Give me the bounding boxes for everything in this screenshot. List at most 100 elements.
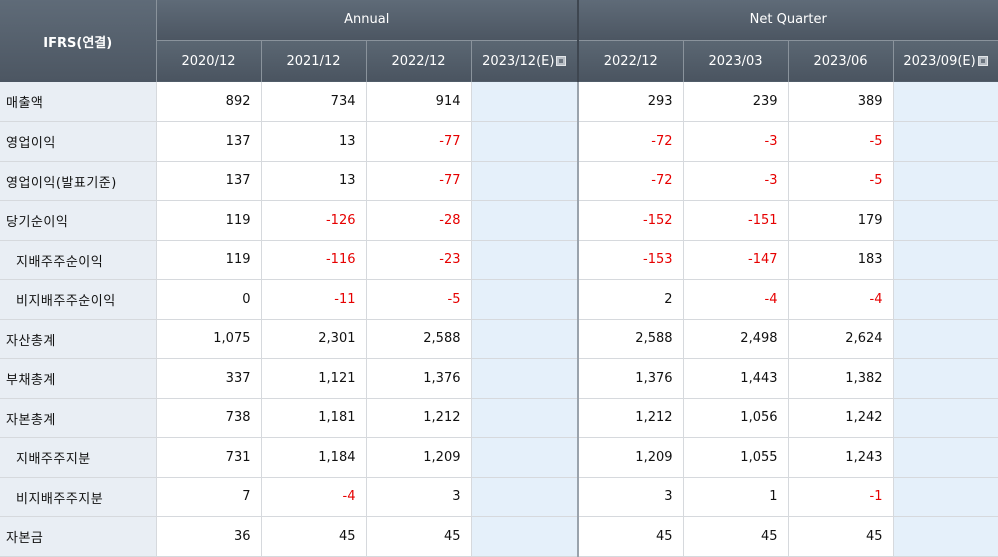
quarter-value-cell: [893, 200, 998, 241]
quarter-value-cell: 45: [578, 516, 684, 557]
quarter-value-cell: -4: [788, 279, 894, 320]
quarter-value-cell: [893, 477, 998, 517]
annual-value-cell: [471, 319, 580, 359]
quarter-value-cell: -5: [788, 121, 894, 162]
annual-value-cell: [471, 279, 580, 320]
quarter-value-cell: 1,443: [683, 358, 789, 399]
annual-value-cell: 45: [366, 516, 472, 557]
row-label: 자본총계: [0, 398, 157, 438]
table-row: 비지배주주순이익 0 -11 -5 2 -4 -4: [0, 279, 998, 320]
quarter-value-cell: 3: [578, 477, 684, 517]
annual-value-cell: [471, 516, 580, 557]
table-row: 부채총계 337 1,121 1,376 1,376 1,443 1,382: [0, 358, 998, 399]
annual-value-cell: 36: [156, 516, 262, 557]
quarter-value-cell: [893, 437, 998, 478]
row-label: 비지배주주순이익: [0, 279, 157, 320]
quarter-value-cell: [893, 319, 998, 359]
annual-estimate-header: 2023/12(E): [471, 40, 580, 82]
annual-value-cell: [471, 240, 580, 280]
annual-value-cell: 2,301: [261, 319, 367, 359]
quarter-value-cell: 239: [683, 82, 789, 122]
quarter-value-cell: 1: [683, 477, 789, 517]
quarter-value-cell: [893, 516, 998, 557]
quarter-value-cell: 1,242: [788, 398, 894, 438]
annual-value-cell: 1,212: [366, 398, 472, 438]
quarter-value-cell: 1,209: [578, 437, 684, 478]
quarter-value-cell: [893, 279, 998, 320]
row-label: 매출액: [0, 82, 157, 122]
quarter-value-cell: -72: [578, 161, 684, 201]
row-label: 영업이익: [0, 121, 157, 162]
annual-value-cell: 337: [156, 358, 262, 399]
quarter-value-cell: 2,498: [683, 319, 789, 359]
annual-value-cell: 119: [156, 240, 262, 280]
row-label: 부채총계: [0, 358, 157, 399]
row-label: 지배주주순이익: [0, 240, 157, 280]
table-row: 자본금 36 45 45 45 45 45: [0, 516, 998, 557]
quarter-group-header: Net Quarter: [578, 0, 998, 41]
annual-value-cell: 13: [261, 161, 367, 201]
annual-value-cell: 45: [261, 516, 367, 557]
quarter-value-cell: 293: [578, 82, 684, 122]
quarter-period-header: 2022/12: [578, 40, 684, 82]
quarter-value-cell: 45: [788, 516, 894, 557]
annual-value-cell: -116: [261, 240, 367, 280]
annual-value-cell: 1,376: [366, 358, 472, 399]
quarter-period-header: 2023/03: [683, 40, 789, 82]
quarter-value-cell: 1,055: [683, 437, 789, 478]
quarter-value-cell: [893, 82, 998, 122]
quarter-value-cell: 2,588: [578, 319, 684, 359]
quarter-value-cell: 1,243: [788, 437, 894, 478]
quarter-value-cell: 1,382: [788, 358, 894, 399]
quarter-value-cell: -3: [683, 121, 789, 162]
annual-value-cell: [471, 82, 580, 122]
annual-value-cell: -28: [366, 200, 472, 241]
estimate-info-icon[interactable]: [556, 55, 567, 66]
table-row: 지배주주지분 731 1,184 1,209 1,209 1,055 1,243: [0, 437, 998, 478]
annual-value-cell: 734: [261, 82, 367, 122]
annual-value-cell: [471, 200, 580, 241]
row-label: 자산총계: [0, 319, 157, 359]
quarter-value-cell: -72: [578, 121, 684, 162]
row-label: 자본금: [0, 516, 157, 557]
quarter-value-cell: -152: [578, 200, 684, 241]
quarter-value-cell: [893, 161, 998, 201]
estimate-info-icon[interactable]: [977, 55, 988, 66]
annual-period-header: 2022/12: [366, 40, 472, 82]
annual-value-cell: 1,184: [261, 437, 367, 478]
table-row: 당기순이익 119 -126 -28 -152 -151 179: [0, 200, 998, 241]
annual-value-cell: [471, 161, 580, 201]
annual-value-cell: 137: [156, 121, 262, 162]
annual-value-cell: -77: [366, 161, 472, 201]
annual-value-cell: [471, 437, 580, 478]
row-label: 비지배주주지분: [0, 477, 157, 517]
annual-value-cell: -23: [366, 240, 472, 280]
quarter-value-cell: 1,056: [683, 398, 789, 438]
annual-value-cell: 1,181: [261, 398, 367, 438]
annual-value-cell: 892: [156, 82, 262, 122]
annual-value-cell: -126: [261, 200, 367, 241]
quarter-value-cell: -3: [683, 161, 789, 201]
annual-value-cell: 1,121: [261, 358, 367, 399]
quarter-value-cell: 183: [788, 240, 894, 280]
table-row: 매출액 892 734 914 293 239 389: [0, 82, 998, 122]
annual-period-header: 2020/12: [156, 40, 262, 82]
quarter-estimate-header: 2023/09(E): [893, 40, 998, 82]
annual-value-cell: 738: [156, 398, 262, 438]
annual-value-cell: [471, 477, 580, 517]
row-label: 영업이익(발표기준): [0, 161, 157, 201]
table-row: 자산총계 1,075 2,301 2,588 2,588 2,498 2,624: [0, 319, 998, 359]
table-row: 비지배주주지분 7 -4 3 3 1 -1: [0, 477, 998, 517]
quarter-value-cell: 2: [578, 279, 684, 320]
annual-value-cell: -5: [366, 279, 472, 320]
annual-group-header: Annual: [156, 0, 580, 41]
row-label: 당기순이익: [0, 200, 157, 241]
quarter-value-cell: 2,624: [788, 319, 894, 359]
annual-value-cell: [471, 121, 580, 162]
quarter-value-cell: [893, 240, 998, 280]
table-row: 자본총계 738 1,181 1,212 1,212 1,056 1,242: [0, 398, 998, 438]
annual-value-cell: 2,588: [366, 319, 472, 359]
annual-value-cell: 13: [261, 121, 367, 162]
table-row: 영업이익(발표기준) 137 13 -77 -72 -3 -5: [0, 161, 998, 201]
